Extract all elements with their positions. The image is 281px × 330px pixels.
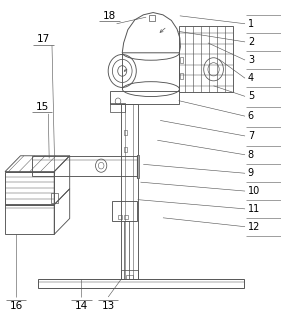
Text: 17: 17 [37, 34, 50, 44]
Text: 8: 8 [248, 150, 254, 160]
Bar [118, 215, 122, 219]
Text: 16: 16 [10, 301, 23, 311]
Bar [124, 130, 127, 135]
Text: 5: 5 [248, 91, 254, 101]
Bar [137, 155, 139, 178]
Bar [121, 270, 138, 279]
Bar [121, 104, 138, 279]
Text: 12: 12 [248, 222, 260, 232]
Bar [180, 57, 183, 63]
Text: 6: 6 [248, 111, 254, 121]
Bar [149, 15, 155, 21]
Text: 13: 13 [101, 301, 115, 311]
Text: 10: 10 [248, 186, 260, 196]
Bar [5, 204, 54, 234]
Bar [180, 73, 183, 79]
Text: 3: 3 [248, 55, 254, 65]
Bar [32, 156, 138, 176]
Text: 11: 11 [248, 204, 260, 214]
Text: 9: 9 [248, 168, 254, 178]
Bar [110, 103, 125, 112]
Bar [110, 91, 179, 104]
Bar [112, 201, 137, 221]
Text: 7: 7 [248, 131, 254, 141]
Text: 14: 14 [75, 301, 88, 311]
Text: 1: 1 [248, 19, 254, 29]
Text: 4: 4 [248, 73, 254, 83]
Bar [124, 147, 127, 152]
Text: 18: 18 [103, 11, 116, 21]
Bar [126, 275, 133, 279]
Bar [124, 221, 129, 279]
Text: 2: 2 [248, 37, 254, 47]
Text: 15: 15 [35, 102, 49, 112]
Bar [124, 215, 128, 219]
Bar [179, 26, 233, 92]
Bar [38, 279, 244, 288]
Bar [51, 193, 58, 203]
Bar [5, 172, 54, 205]
